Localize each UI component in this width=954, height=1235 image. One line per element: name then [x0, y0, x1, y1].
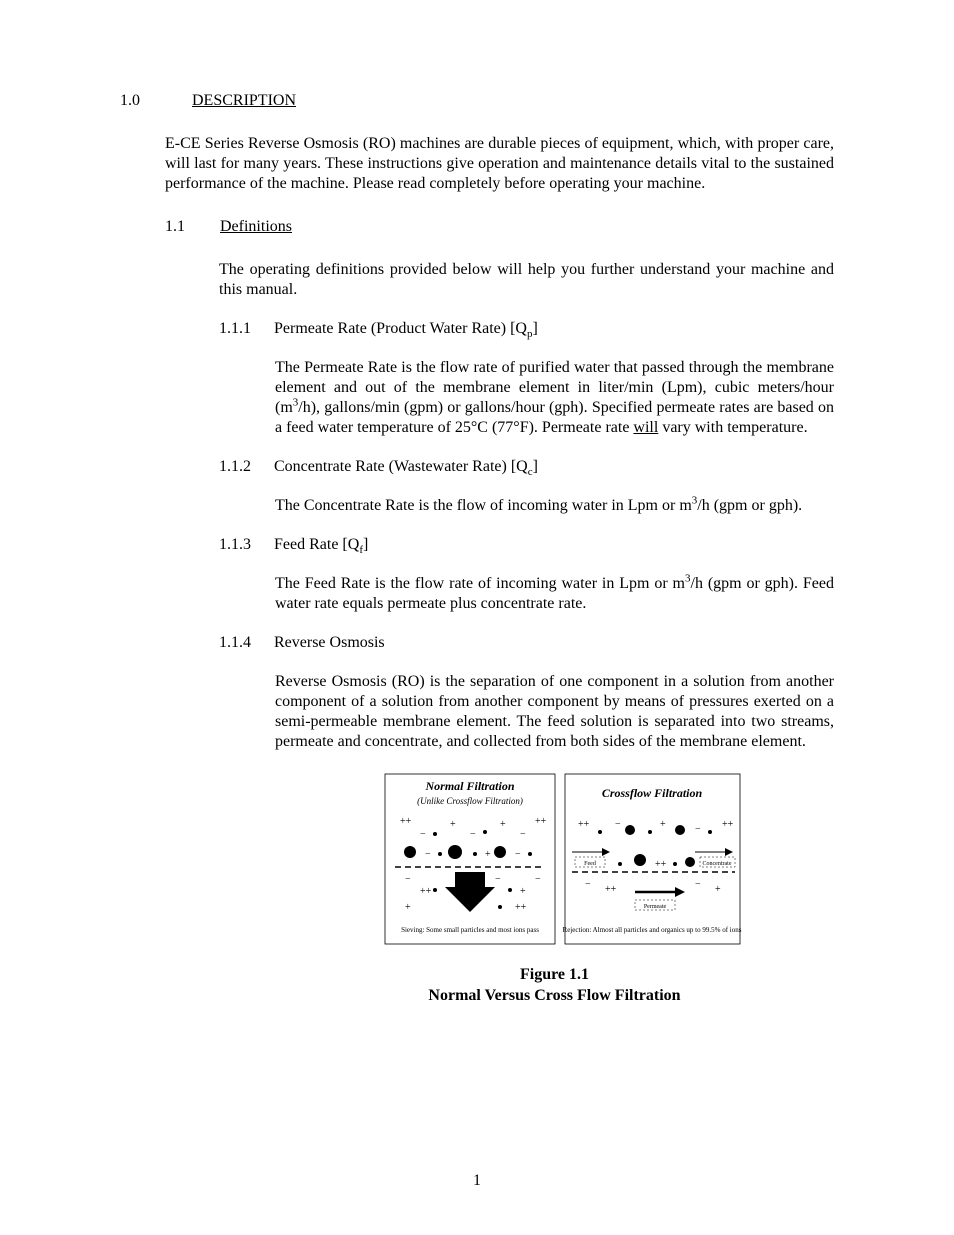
subsection-heading-row: 1.1 Definitions — [165, 218, 834, 236]
right-panel-title: Crossflow Filtration — [601, 786, 702, 800]
left-panel-caption: Sieving: Some small particles and most i… — [401, 926, 539, 934]
svg-text:+: + — [500, 819, 506, 830]
subsection-number: 1.1 — [165, 218, 220, 236]
item-heading-row: 1.1.3 Feed Rate [Qf] — [219, 536, 834, 554]
item-heading-row: 1.1.4 Reverse Osmosis — [219, 634, 834, 652]
concentrate-label: Concentrate — [702, 861, 731, 867]
body-post: /h (gpm or gph). — [697, 497, 802, 514]
subsection-body: The operating definitions provided below… — [219, 260, 834, 300]
svg-text:++: ++ — [515, 902, 527, 913]
svg-text:−: − — [405, 874, 411, 885]
figure-caption-line1: Figure 1.1 — [520, 966, 589, 983]
right-panel-caption: Rejection: Almost all particles and orga… — [562, 926, 741, 934]
figure-caption-line2: Normal Versus Cross Flow Filtration — [428, 987, 680, 1004]
item-body: The Permeate Rate is the flow rate of pu… — [275, 358, 834, 438]
svg-text:−: − — [495, 874, 501, 885]
body-pre: The Concentrate Rate is the flow of inco… — [275, 497, 692, 514]
item-heading-row: 1.1.1 Permeate Rate (Product Water Rate)… — [219, 320, 834, 338]
svg-text:+: + — [485, 849, 491, 860]
svg-text:−: − — [470, 829, 476, 840]
left-panel-subtitle: (Unlike Crossflow Filtration) — [417, 796, 523, 806]
svg-text:−: − — [615, 819, 621, 830]
item-heading-row: 1.1.2 Concentrate Rate (Wastewater Rate)… — [219, 458, 834, 476]
svg-text:+: + — [520, 886, 526, 897]
svg-text:−: − — [425, 849, 431, 860]
item-number: 1.1.1 — [219, 320, 274, 338]
svg-text:+: + — [405, 902, 411, 913]
svg-text:++: ++ — [655, 859, 667, 870]
feed-label: Feed — [584, 861, 596, 867]
item-body: The Feed Rate is the flow rate of incomi… — [275, 574, 834, 614]
svg-text:++: ++ — [535, 816, 547, 827]
svg-text:++: ++ — [722, 819, 734, 830]
body-post: vary with temperature. — [658, 419, 807, 436]
svg-text:+: + — [715, 884, 721, 895]
left-panel-title: Normal Filtration — [424, 779, 514, 793]
item-body: Reverse Osmosis (RO) is the separation o… — [275, 672, 834, 752]
item-title-post: ] — [363, 536, 368, 553]
svg-text:−: − — [535, 874, 541, 885]
item-title: Permeate Rate (Product Water Rate) [Qp] — [274, 320, 538, 338]
item-number: 1.1.4 — [219, 634, 274, 652]
section-heading-row: 1.0 DESCRIPTION — [120, 92, 834, 110]
section-title: DESCRIPTION — [192, 92, 296, 110]
section-body: E-CE Series Reverse Osmosis (RO) machine… — [165, 134, 834, 194]
body-underline: will — [633, 419, 658, 436]
item-body: The Concentrate Rate is the flow of inco… — [275, 496, 834, 516]
svg-text:−: − — [585, 879, 591, 890]
figure-caption: Figure 1.1 Normal Versus Cross Flow Filt… — [275, 965, 834, 1007]
body-pre: The Feed Rate is the flow rate of incomi… — [275, 575, 685, 592]
item-title-pre: Concentrate Rate (Wastewater Rate) [Q — [274, 458, 528, 475]
item-title: Feed Rate [Qf] — [274, 536, 368, 554]
svg-text:−: − — [695, 879, 701, 890]
permeate-label: Permeate — [643, 904, 666, 910]
item-title: Concentrate Rate (Wastewater Rate) [Qc] — [274, 458, 538, 476]
item-title-pre: Permeate Rate (Product Water Rate) [Q — [274, 320, 527, 337]
document-page: 1.0 DESCRIPTION E-CE Series Reverse Osmo… — [0, 0, 954, 1235]
page-number: 1 — [0, 1172, 954, 1190]
item-number: 1.1.2 — [219, 458, 274, 476]
svg-text:++: ++ — [578, 819, 590, 830]
svg-text:−: − — [515, 849, 521, 860]
svg-text:−: − — [695, 824, 701, 835]
subsection-title: Definitions — [220, 218, 292, 236]
item-title-post: ] — [532, 320, 537, 337]
filtration-diagram: Normal Filtration (Unlike Crossflow Filt… — [360, 772, 750, 947]
svg-text:−: − — [420, 829, 426, 840]
svg-text:−: − — [520, 829, 526, 840]
svg-text:++: ++ — [605, 884, 617, 895]
item-number: 1.1.3 — [219, 536, 274, 554]
figure-wrap: Normal Filtration (Unlike Crossflow Filt… — [275, 772, 834, 1007]
svg-text:++: ++ — [420, 886, 432, 897]
item-title-pre: Feed Rate [Q — [274, 536, 359, 553]
item-title-post: ] — [533, 458, 538, 475]
section-number: 1.0 — [120, 92, 192, 110]
svg-text:+: + — [450, 819, 456, 830]
svg-text:++: ++ — [400, 816, 412, 827]
item-title: Reverse Osmosis — [274, 634, 385, 652]
svg-text:+: + — [660, 819, 666, 830]
